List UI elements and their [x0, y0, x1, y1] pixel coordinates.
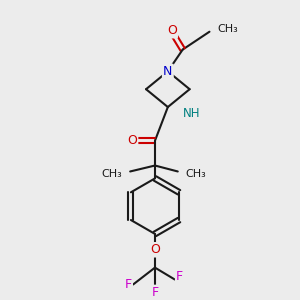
Text: F: F [176, 270, 183, 283]
Text: F: F [152, 286, 158, 299]
Text: CH₃: CH₃ [101, 169, 122, 179]
Text: NH: NH [183, 107, 200, 121]
Text: O: O [150, 243, 160, 256]
Text: N: N [163, 65, 172, 78]
Text: O: O [127, 134, 137, 147]
Text: CH₃: CH₃ [218, 24, 238, 34]
Text: F: F [124, 278, 132, 291]
Text: CH₃: CH₃ [186, 169, 206, 179]
Text: O: O [167, 24, 177, 37]
